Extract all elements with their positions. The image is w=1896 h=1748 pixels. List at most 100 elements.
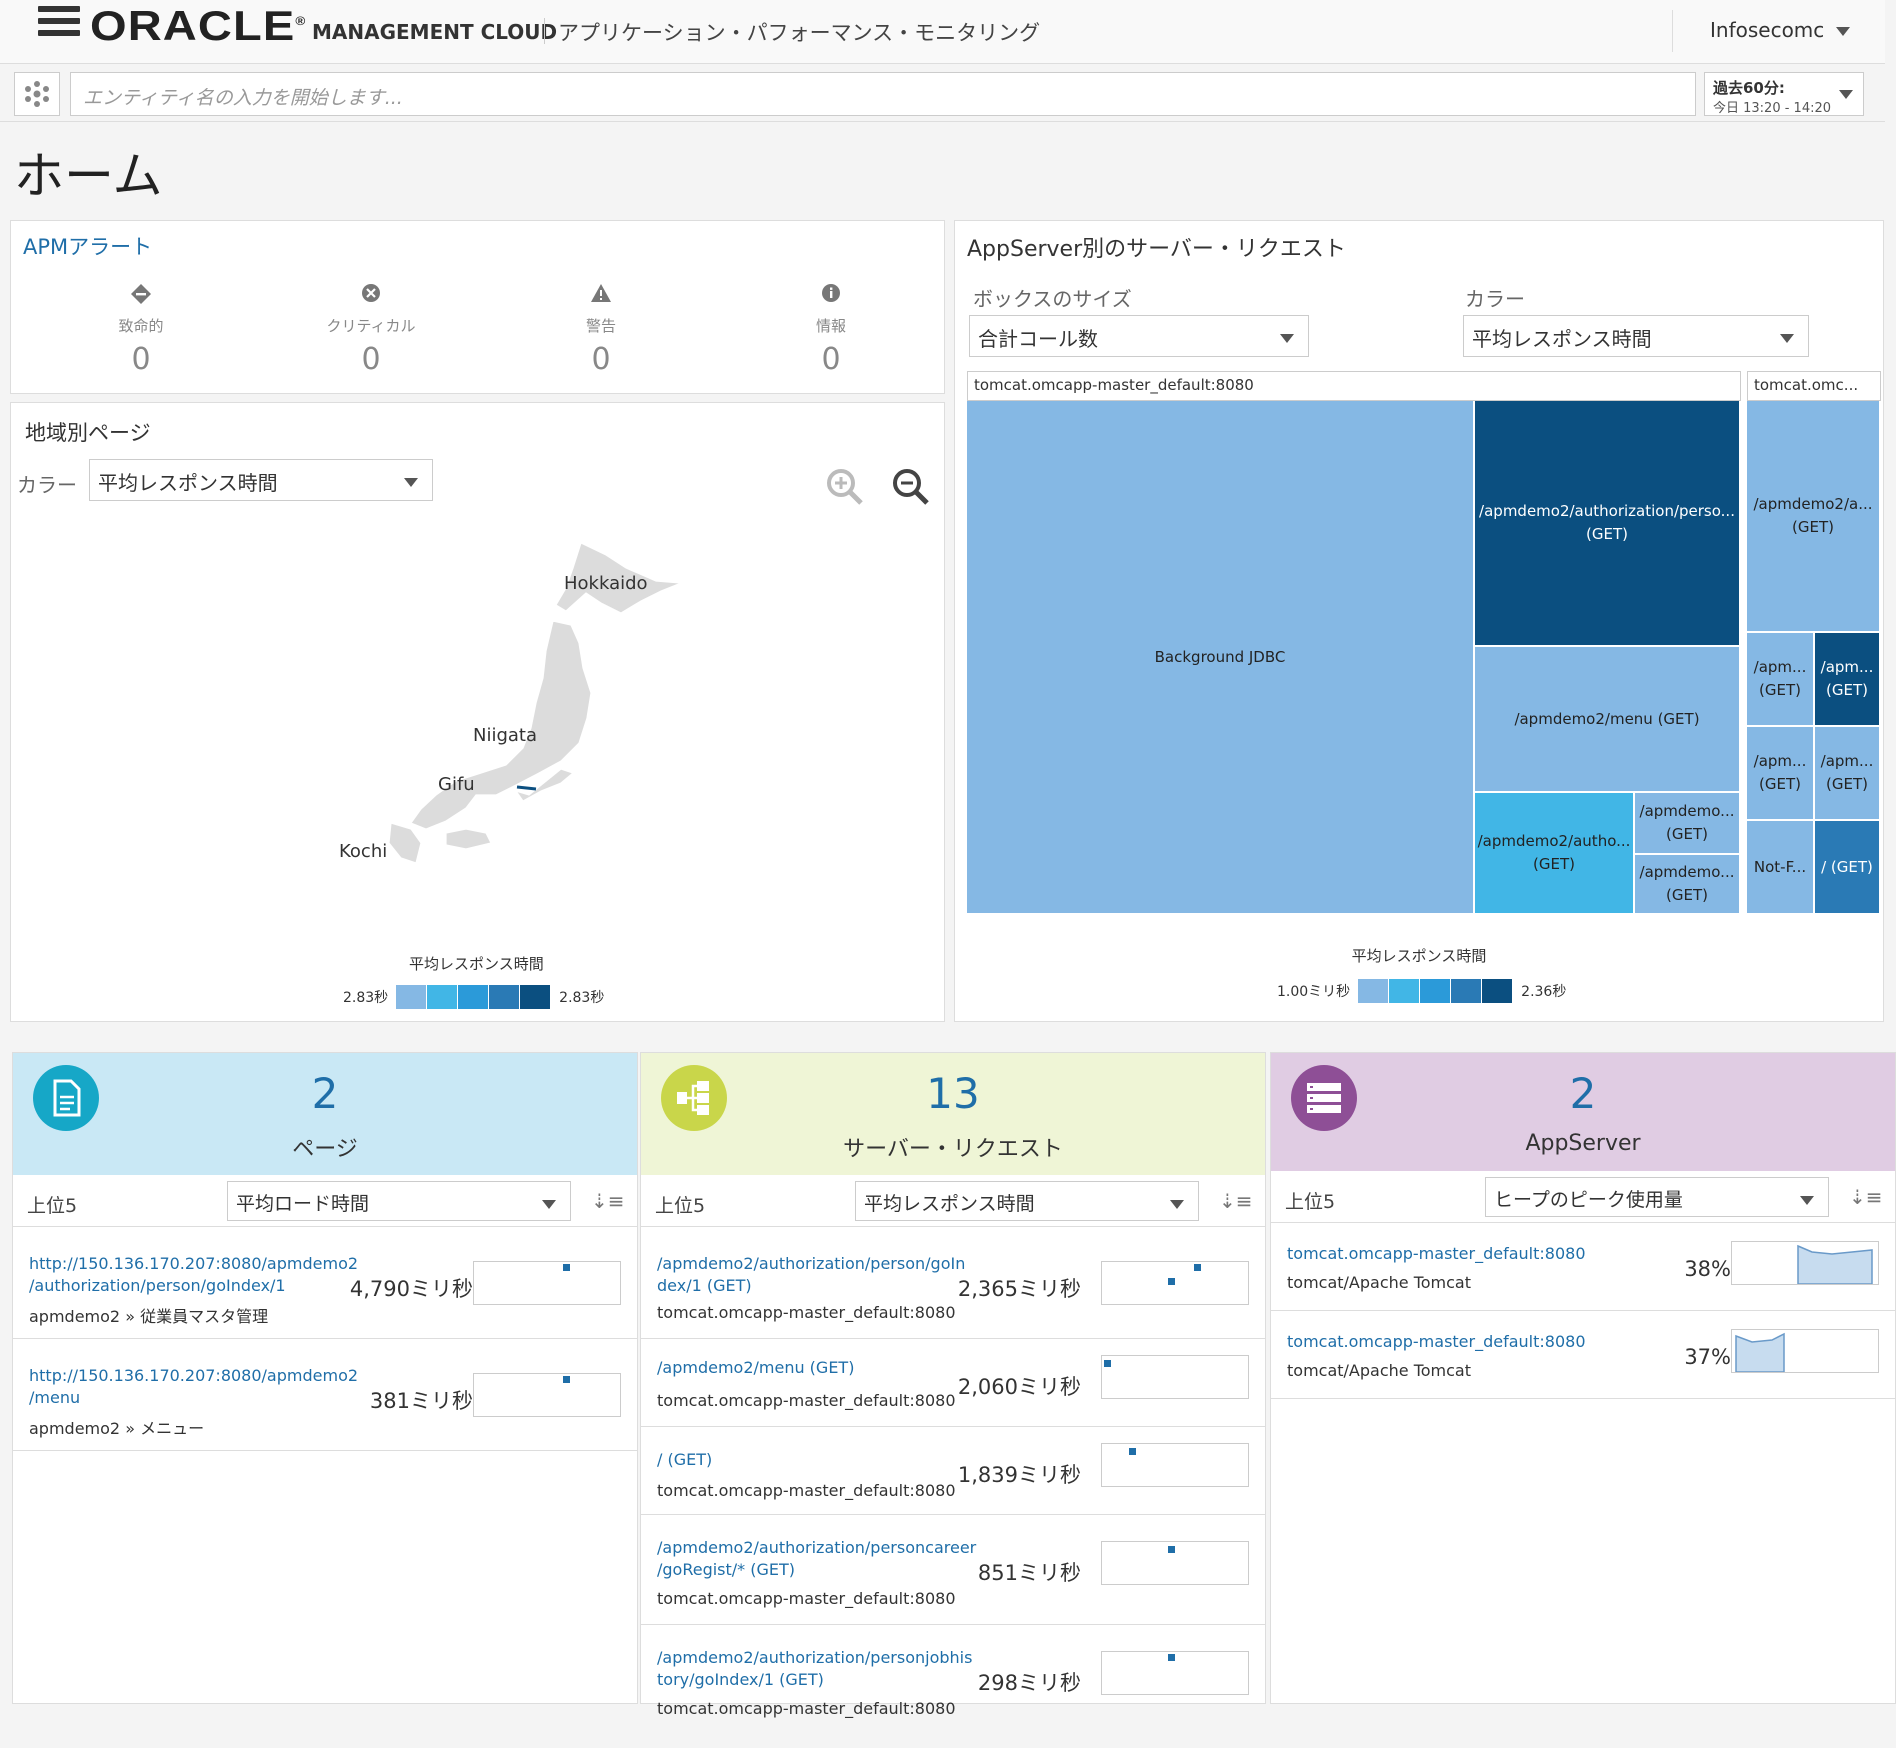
treemap-cell[interactable]: Not-F...	[1747, 821, 1815, 915]
legend-min: 2.83秒	[343, 990, 389, 1006]
page-link[interactable]: /menu	[29, 1388, 81, 1407]
chevron-down-icon	[1839, 90, 1853, 99]
requests-metric-select[interactable]: 平均レスポンス時間	[855, 1181, 1199, 1221]
treemap-cell[interactable]: /apm... (GET)	[1747, 633, 1815, 727]
alert-info[interactable]: 情報 0	[716, 283, 946, 377]
request-link[interactable]: / (GET)	[657, 1450, 713, 1469]
list-item[interactable]: http://150.136.170.207:8080/apmdemo2 /au…	[13, 1227, 637, 1339]
request-link[interactable]: /goRegist/* (GET)	[657, 1560, 796, 1579]
hamburger-menu-icon[interactable]	[38, 6, 80, 40]
list-item[interactable]: /apmdemo2/authorization/personcareer /go…	[641, 1515, 1265, 1625]
treemap-cell[interactable]: /apm... (GET)	[1747, 727, 1815, 821]
treemap-cell[interactable]: /apmdemo... (GET)	[1635, 793, 1741, 855]
list-item[interactable]: / (GET) tomcat.omcapp-master_default:808…	[641, 1427, 1265, 1515]
appserver-link[interactable]: tomcat.omcapp-master_default:8080	[1287, 1244, 1586, 1263]
requests-card-header[interactable]: 13 サーバー・リクエスト	[641, 1053, 1265, 1175]
list-item[interactable]: tomcat.omcapp-master_default:8080 tomcat…	[1271, 1223, 1895, 1311]
legend-swatch	[489, 985, 520, 1009]
box-size-select[interactable]: 合計コール数	[969, 315, 1309, 357]
list-item[interactable]: /apmdemo2/authorization/personjobhis tor…	[641, 1625, 1265, 1718]
request-link[interactable]: /apmdemo2/authorization/person/goIn	[657, 1254, 966, 1273]
treemap-cell[interactable]: / (GET)	[1815, 821, 1881, 915]
alert-fatal[interactable]: 致命的 0	[26, 283, 256, 377]
geo-color-value: 平均レスポンス時間	[98, 471, 278, 495]
request-link[interactable]: tory/goIndex/1 (GET)	[657, 1670, 824, 1689]
header-divider	[544, 18, 545, 44]
zoom-in-icon[interactable]	[825, 467, 865, 507]
request-value: 1,839ミリ秒	[957, 1463, 1081, 1487]
apm-alerts-panel: APMアラート 致命的 0 クリティカル 0 警告 0 情報 0	[10, 220, 945, 394]
alerts-title[interactable]: APMアラート	[23, 235, 153, 259]
appserver-link[interactable]: tomcat.omcapp-master_default:8080	[1287, 1332, 1586, 1351]
japan-map[interactable]	[261, 533, 711, 863]
page-app: apmdemo2 » メニュー	[29, 1419, 205, 1438]
time-range-selector[interactable]: 過去60分: 今日 13:20 - 14:20	[1704, 72, 1864, 116]
treemap-cell[interactable]: /apm... (GET)	[1815, 727, 1881, 821]
page-title: ホーム	[14, 147, 163, 205]
list-item[interactable]: tomcat.omcapp-master_default:8080 tomcat…	[1271, 1311, 1895, 1399]
sort-icon[interactable]: ⇣≡	[1849, 1185, 1883, 1209]
legend-swatch	[1358, 979, 1389, 1003]
entity-search-input[interactable]: エンティティ名の入力を開始します...	[70, 72, 1696, 116]
chevron-down-icon	[1280, 334, 1294, 343]
appserver-metric-select[interactable]: ヒープのピーク使用量	[1485, 1177, 1829, 1217]
user-menu[interactable]: Infosecomc	[1710, 18, 1851, 42]
alert-critical[interactable]: クリティカル 0	[256, 283, 486, 377]
alert-warning[interactable]: 警告 0	[486, 283, 716, 377]
list-item[interactable]: http://150.136.170.207:8080/apmdemo2 /me…	[13, 1339, 637, 1451]
pages-metric-value: 平均ロード時間	[236, 1193, 370, 1215]
treemap-cell[interactable]: /apmdemo2/a... (GET)	[1747, 401, 1881, 633]
box-size-value: 合計コール数	[978, 327, 1098, 351]
page-icon	[33, 1065, 99, 1131]
pages-count: 2	[311, 1069, 339, 1118]
sparkline	[473, 1261, 621, 1305]
treemap-cell[interactable]: Background JDBC	[967, 401, 1475, 915]
treemap-cell[interactable]: /apmdemo2/authorization/perso... (GET)	[1475, 401, 1741, 647]
request-link[interactable]: /apmdemo2/authorization/personcareer	[657, 1538, 977, 1557]
request-server: tomcat.omcapp-master_default:8080	[657, 1699, 956, 1718]
product-name: MANAGEMENT CLOUD	[312, 20, 558, 44]
request-link[interactable]: dex/1 (GET)	[657, 1276, 752, 1295]
sparkline-point	[1168, 1546, 1175, 1553]
section-divider	[0, 1030, 1896, 1044]
top5-label: 上位5	[655, 1195, 706, 1217]
treemap-cell[interactable]: /apmdemo2/menu (GET)	[1475, 647, 1741, 793]
geo-color-select[interactable]: 平均レスポンス時間	[89, 459, 433, 501]
page-value: 4,790ミリ秒	[349, 1277, 473, 1301]
list-item[interactable]: /apmdemo2/authorization/person/goIn dex/…	[641, 1227, 1265, 1339]
page-link[interactable]: /authorization/person/goIndex/1	[29, 1276, 286, 1295]
chevron-down-icon	[542, 1200, 556, 1209]
request-link[interactable]: /apmdemo2/authorization/personjobhis	[657, 1648, 973, 1667]
pages-card-header[interactable]: 2 ページ	[13, 1053, 637, 1175]
request-server: tomcat.omcapp-master_default:8080	[657, 1481, 956, 1500]
top5-label: 上位5	[27, 1195, 78, 1217]
server-header[interactable]: tomcat.omcapp-master_default:8080	[967, 371, 1741, 401]
legend-max: 2.36秒	[1521, 984, 1567, 1000]
tree-color-value: 平均レスポンス時間	[1472, 327, 1652, 351]
sort-icon[interactable]: ⇣≡	[1219, 1189, 1253, 1213]
pages-metric-select[interactable]: 平均ロード時間	[227, 1181, 571, 1221]
tree-color-select[interactable]: 平均レスポンス時間	[1463, 315, 1809, 357]
request-value: 851ミリ秒	[977, 1561, 1081, 1585]
appserver-card-header[interactable]: 2 AppServer	[1271, 1053, 1895, 1171]
requests-filter-row: 上位5 平均レスポンス時間 ⇣≡	[641, 1175, 1265, 1227]
sparkline	[1101, 1541, 1249, 1585]
page-link[interactable]: http://150.136.170.207:8080/apmdemo2	[29, 1254, 359, 1273]
request-link[interactable]: /apmdemo2/menu (GET)	[657, 1358, 855, 1377]
heap-sparkline	[1731, 1241, 1879, 1285]
page-link[interactable]: http://150.136.170.207:8080/apmdemo2	[29, 1366, 359, 1385]
sparkline-point	[1194, 1264, 1201, 1271]
entity-topology-button[interactable]	[14, 72, 60, 116]
appserver-label: AppServer	[1525, 1131, 1641, 1156]
treemap-cell[interactable]: /apmdemo2/autho... (GET)	[1475, 793, 1635, 915]
app-name: アプリケーション・パフォーマンス・モニタリング	[558, 21, 1041, 45]
treemap-cell[interactable]: /apmdemo... (GET)	[1635, 855, 1741, 915]
appserver-card: 2 AppServer 上位5 ヒープのピーク使用量 ⇣≡ tomcat.omc…	[1270, 1052, 1896, 1704]
treemap-cell[interactable]: /apm... (GET)	[1815, 633, 1881, 727]
server-header[interactable]: tomcat.omc...	[1747, 371, 1881, 401]
list-item[interactable]: /apmdemo2/menu (GET) tomcat.omcapp-maste…	[641, 1339, 1265, 1427]
geo-title: 地域別ページ	[25, 421, 151, 445]
region-label: Kochi	[339, 841, 388, 862]
sort-icon[interactable]: ⇣≡	[591, 1189, 625, 1213]
zoom-out-icon[interactable]	[891, 467, 931, 507]
